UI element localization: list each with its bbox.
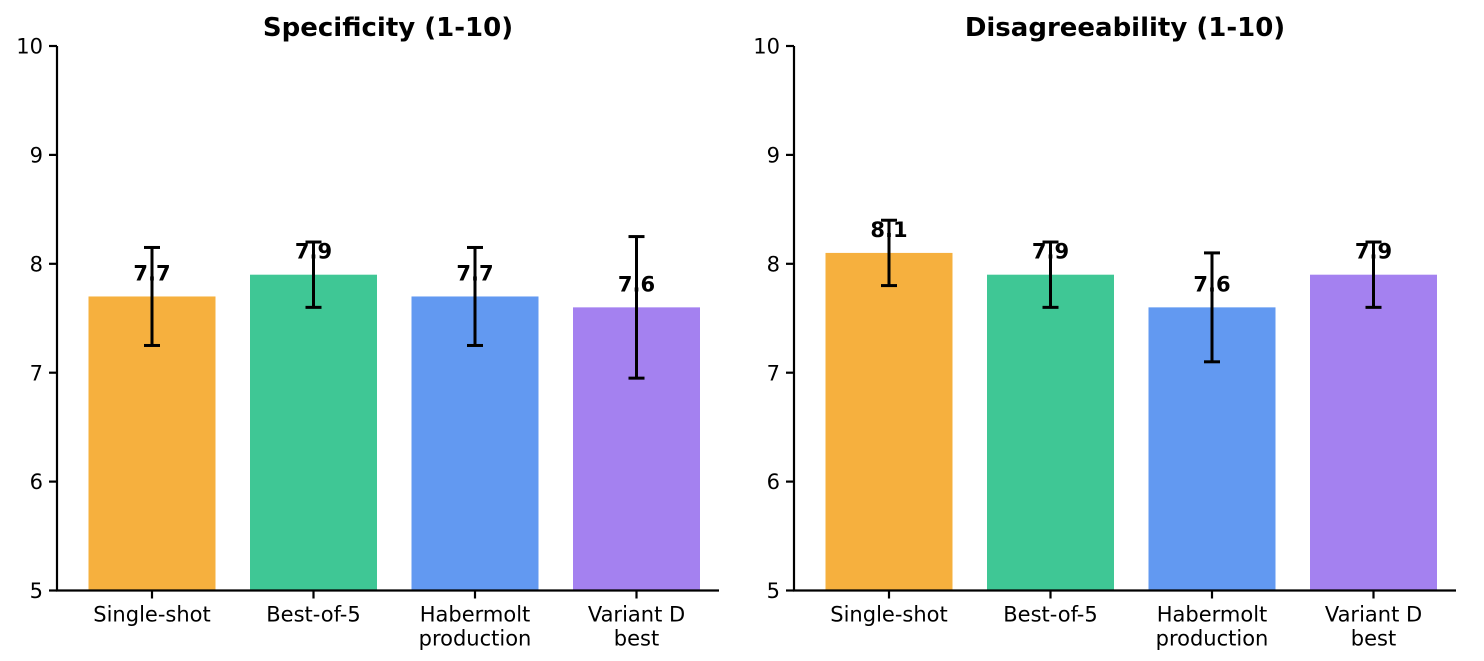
bar-value-label: 7.6 [618,272,655,296]
x-tick-label-best-of-5: Best-of-5 [266,603,361,627]
y-tick-label: 6 [767,470,780,494]
bar-variant-d-best [1310,274,1437,591]
y-tick-label: 7 [767,361,780,385]
chart-title: Specificity (1-10) [263,13,513,43]
bar-value-label: 7.9 [1032,240,1069,264]
bar-value-label: 7.7 [133,261,170,285]
bar-best-of-5 [250,274,377,591]
y-tick-label: 9 [30,143,43,167]
bar-value-label: 7.9 [1355,240,1392,264]
bar-value-label: 7.7 [456,261,493,285]
chart-title: Disagreeability (1-10) [965,13,1285,43]
x-tick-label-single-shot: Single-shot [830,603,947,627]
x-tick-label-habermolt-production: Habermolt production [419,603,532,651]
x-tick-label-best-of-5: Best-of-5 [1003,603,1098,627]
y-tick-label: 5 [30,579,43,603]
bar-value-label: 7.6 [1193,272,1230,296]
bar-best-of-5 [987,274,1114,591]
x-tick-label-habermolt-production: Habermolt production [1156,603,1269,651]
y-tick-label: 10 [16,35,43,59]
y-tick-label: 5 [767,579,780,603]
y-tick-label: 6 [30,470,43,494]
x-tick-label-single-shot: Single-shot [93,603,210,627]
y-tick-label: 9 [767,143,780,167]
subplot-0: Specificity (1-10) 7.7 7.9 7.7 7.6 5 6 7 8 9 10 Sin… [16,13,719,651]
bar-value-label: 8.1 [870,218,907,242]
bar-value-label: 7.9 [295,240,332,264]
subplot-1: Disagreeability (1-10) 8.1 7.9 7.6 7.9 5 6 7 8 9 1… [753,13,1456,651]
bar-single-shot [825,252,953,591]
y-tick-label: 10 [753,35,780,59]
y-tick-label: 8 [30,252,43,276]
y-tick-label: 7 [30,361,43,385]
y-tick-label: 8 [767,252,780,276]
